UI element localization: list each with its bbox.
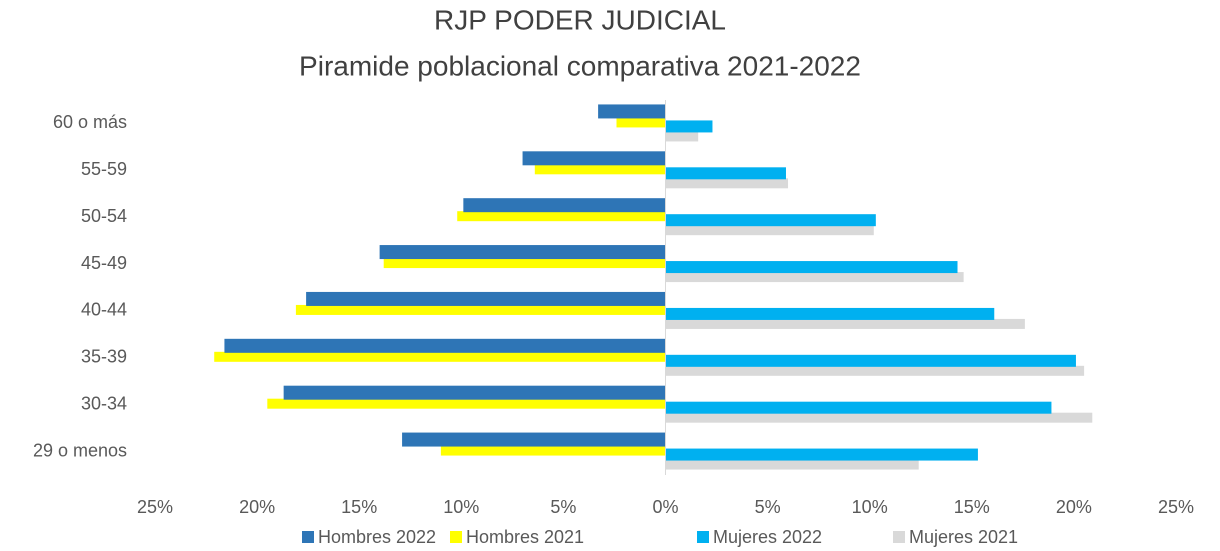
bar bbox=[665, 131, 699, 142]
legend-swatch bbox=[302, 531, 314, 543]
x-tick-label: 10% bbox=[852, 497, 888, 517]
legend-swatch bbox=[893, 531, 905, 543]
bar bbox=[295, 304, 666, 315]
bar bbox=[665, 459, 919, 470]
bar bbox=[306, 291, 666, 306]
bar bbox=[665, 178, 789, 189]
bar bbox=[383, 258, 666, 269]
bar bbox=[224, 338, 666, 353]
y-tick-label: 40-44 bbox=[81, 300, 127, 320]
x-tick-label: 25% bbox=[137, 497, 173, 517]
bar bbox=[214, 351, 666, 362]
legend-label: Hombres 2021 bbox=[466, 527, 584, 547]
y-tick-label: 60 o más bbox=[53, 112, 127, 132]
bar bbox=[665, 401, 1052, 414]
bar bbox=[665, 307, 995, 320]
bar bbox=[665, 365, 1085, 376]
bar bbox=[457, 211, 666, 222]
bar bbox=[665, 272, 964, 283]
bar bbox=[522, 151, 666, 166]
bar bbox=[665, 225, 874, 236]
bar bbox=[665, 318, 1025, 329]
bar bbox=[665, 214, 876, 227]
legend-swatch bbox=[450, 531, 462, 543]
x-tick-label: 5% bbox=[550, 497, 576, 517]
bar bbox=[665, 448, 978, 461]
x-tick-label: 0% bbox=[652, 497, 678, 517]
bar bbox=[402, 432, 666, 447]
y-tick-label: 29 o menos bbox=[33, 440, 127, 460]
legend-swatch bbox=[697, 531, 709, 543]
y-tick-label: 45-49 bbox=[81, 253, 127, 273]
chart-title: RJP PODER JUDICIAL bbox=[434, 4, 726, 35]
legend-label: Mujeres 2021 bbox=[909, 527, 1018, 547]
x-tick-label: 15% bbox=[954, 497, 990, 517]
legend-label: Hombres 2022 bbox=[318, 527, 436, 547]
y-tick-label: 30-34 bbox=[81, 393, 127, 413]
bar bbox=[665, 354, 1076, 367]
x-tick-label: 20% bbox=[1056, 497, 1092, 517]
y-tick-label: 55-59 bbox=[81, 159, 127, 179]
bar bbox=[283, 385, 666, 400]
bar bbox=[616, 117, 666, 128]
y-tick-label: 35-39 bbox=[81, 347, 127, 367]
x-tick-label: 15% bbox=[341, 497, 377, 517]
bar bbox=[267, 398, 666, 409]
bar bbox=[665, 167, 786, 180]
x-tick-label: 20% bbox=[239, 497, 275, 517]
legend-label: Mujeres 2022 bbox=[713, 527, 822, 547]
y-tick-label: 50-54 bbox=[81, 206, 127, 226]
bar bbox=[665, 261, 958, 274]
bar bbox=[379, 245, 666, 260]
bar bbox=[534, 164, 666, 175]
bar bbox=[463, 198, 666, 213]
bar bbox=[665, 412, 1093, 423]
x-tick-label: 10% bbox=[443, 497, 479, 517]
x-tick-label: 5% bbox=[755, 497, 781, 517]
bar bbox=[665, 120, 713, 133]
x-tick-label: 25% bbox=[1158, 497, 1194, 517]
chart-subtitle: Piramide poblacional comparativa 2021-20… bbox=[299, 50, 861, 81]
bar bbox=[440, 445, 666, 456]
bar bbox=[598, 104, 666, 119]
